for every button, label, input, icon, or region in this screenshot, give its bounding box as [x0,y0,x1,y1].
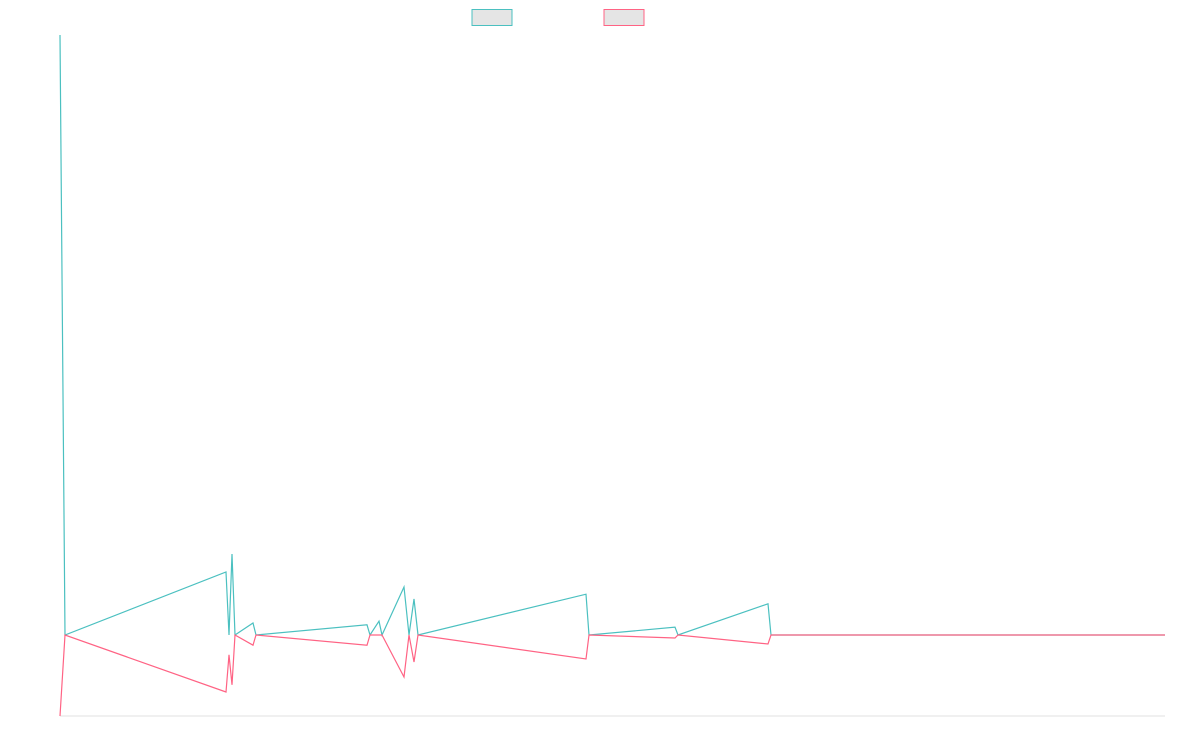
series-line [59,634,1165,717]
series-line [59,34,1165,637]
legend-swatch[interactable] [603,9,645,26]
legend-swatch[interactable] [471,9,513,26]
